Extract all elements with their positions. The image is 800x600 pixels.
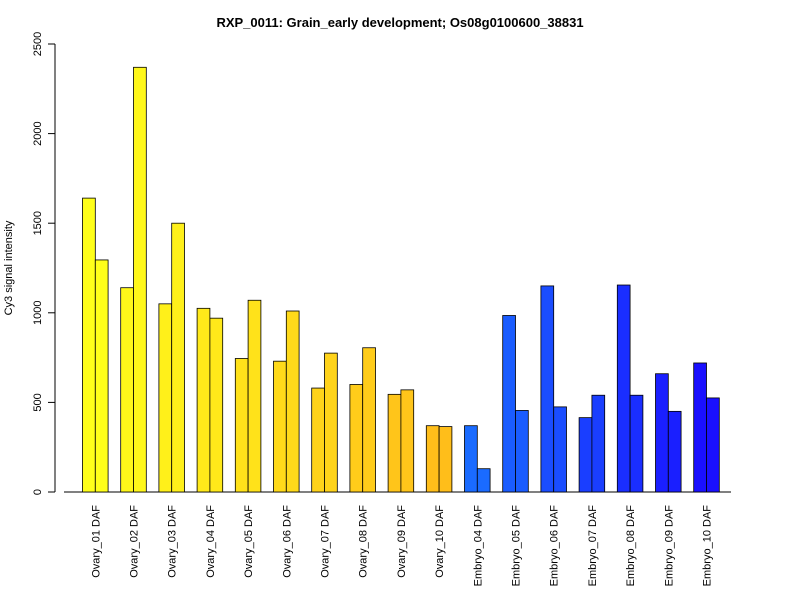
- bar: [655, 373, 669, 493]
- y-tick-label: 2000: [32, 121, 44, 145]
- x-tick-label: Ovary_09 DAF: [396, 505, 408, 578]
- x-tick-label: Ovary_10 DAF: [434, 505, 446, 578]
- bar: [273, 360, 287, 493]
- bar: [94, 259, 109, 493]
- x-tick-label: Ovary_06 DAF: [281, 505, 293, 578]
- x-tick-label: Ovary_04 DAF: [205, 505, 217, 578]
- x-tick-label: Embryo_07 DAF: [587, 505, 599, 587]
- y-tick-label: 1000: [32, 301, 44, 325]
- bar: [311, 387, 325, 493]
- bar: [578, 417, 593, 493]
- y-axis: 0 500 1000 1500 2000 2500: [32, 32, 56, 495]
- bar: [362, 347, 376, 493]
- bar: [629, 394, 644, 493]
- bar: [464, 425, 478, 493]
- bar: [234, 358, 249, 493]
- chart-title: RXP_0011: Grain_early development; Os08g…: [216, 15, 583, 30]
- bar: [120, 287, 134, 493]
- y-tick-label: 1500: [32, 211, 44, 235]
- bar: [540, 285, 555, 493]
- x-tick-label: Embryo_09 DAF: [663, 505, 675, 587]
- x-tick-label: Ovary_01 DAF: [90, 505, 102, 578]
- y-tick-label: 0: [32, 489, 44, 495]
- y-axis-label: Cy3 signal intensity: [3, 220, 15, 315]
- x-tick-label: Ovary_07 DAF: [320, 505, 332, 578]
- bar: [502, 315, 516, 493]
- bar: [553, 406, 567, 493]
- bar: [706, 397, 720, 493]
- bar: [285, 310, 300, 493]
- bar: [133, 66, 147, 493]
- bar: [171, 222, 185, 493]
- bar: [209, 317, 224, 493]
- x-tick-label: Ovary_05 DAF: [243, 505, 255, 578]
- x-tick-label: Embryo_06 DAF: [549, 505, 561, 587]
- bar: [158, 303, 173, 493]
- bar: [476, 468, 491, 493]
- bar: [349, 384, 364, 493]
- x-tick-label: Ovary_08 DAF: [358, 505, 370, 578]
- x-tick-label: Embryo_08 DAF: [625, 505, 637, 587]
- bar: [438, 426, 453, 493]
- y-tick-label: 2500: [32, 32, 44, 56]
- y-tick-label: 500: [32, 393, 44, 411]
- bar: [324, 352, 338, 493]
- bar: [400, 389, 415, 493]
- bar: [591, 394, 606, 493]
- x-tick-label: Embryo_05 DAF: [511, 505, 523, 587]
- bar: [616, 284, 631, 493]
- bar: [693, 362, 707, 493]
- bar: [247, 299, 262, 493]
- bar: [515, 410, 529, 493]
- bars: [82, 66, 720, 493]
- x-tick-label: Ovary_02 DAF: [129, 505, 141, 578]
- bar: [196, 307, 211, 493]
- x-tick-label: Ovary_03 DAF: [167, 505, 179, 578]
- x-tick-label: Embryo_10 DAF: [702, 505, 714, 587]
- x-tick-labels: Ovary_01 DAF Ovary_02 DAF Ovary_03 DAF Ovar…: [90, 505, 713, 587]
- bar: [82, 197, 96, 493]
- bar: [667, 410, 682, 493]
- bar: [425, 425, 440, 493]
- bar: [387, 393, 402, 493]
- x-tick-label: Embryo_04 DAF: [472, 505, 484, 587]
